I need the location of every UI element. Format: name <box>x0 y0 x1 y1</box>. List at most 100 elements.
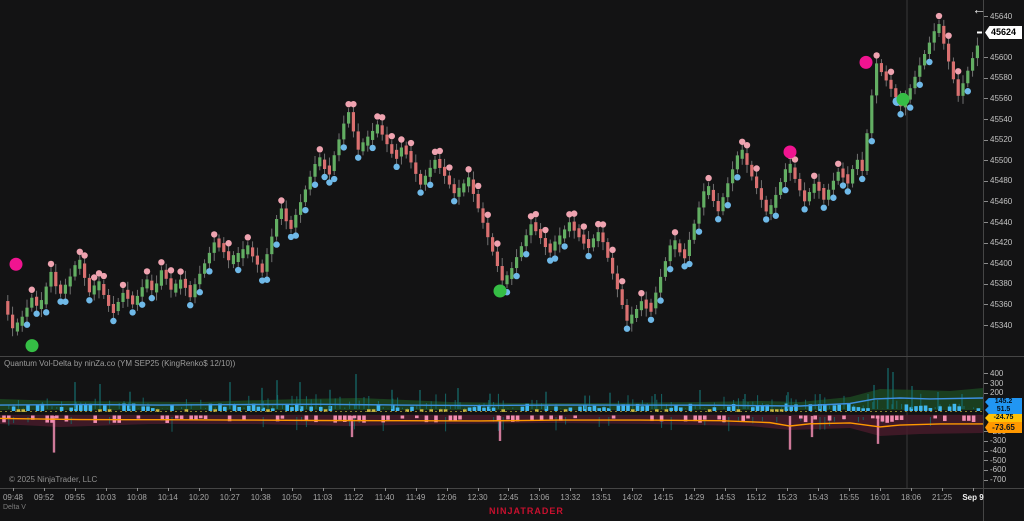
renko-bar <box>323 159 327 169</box>
buy-pressure-dot <box>86 297 93 304</box>
sell-pressure-dot <box>95 270 103 277</box>
sell-pressure-dot <box>609 246 616 254</box>
renko-bar <box>702 191 706 208</box>
buy-pressure-dot <box>148 294 155 302</box>
sell-pressure-dot <box>566 211 573 218</box>
renko-bar <box>313 164 317 177</box>
delta-box-positive <box>674 405 678 411</box>
buy-pressure-dot <box>355 154 362 161</box>
renko-bar <box>827 189 831 200</box>
renko-bar <box>755 176 759 189</box>
buy-pressure-dot <box>585 252 592 260</box>
renko-bar <box>471 179 475 194</box>
sell-pressure-dot <box>345 100 352 108</box>
buy-pressure-dot <box>734 174 741 181</box>
buy-pressure-dot <box>129 309 136 316</box>
renko-bar <box>92 285 96 295</box>
delta-box-positive <box>141 406 145 411</box>
buy-pressure-dot <box>859 175 866 183</box>
indicator-axis-label: -400 <box>990 446 1007 456</box>
delta-box-positive <box>751 407 755 411</box>
delta-box-positive <box>391 404 395 411</box>
delta-box-positive <box>395 407 400 411</box>
price-axis[interactable]: 45624 45640 45600 45580 45560 45540 45520 4550… <box>984 0 1024 521</box>
renko-bar <box>635 308 639 318</box>
price-axis-tick <box>984 283 988 285</box>
delta-box-positive <box>319 406 323 411</box>
price-axis-label: 45520 <box>990 135 1013 145</box>
renko-bar <box>126 289 130 299</box>
buy-pressure-dot <box>647 316 655 323</box>
buy-pressure-dot <box>513 272 520 280</box>
delta-box-negative <box>530 415 534 420</box>
buy-pressure-dot <box>561 243 568 250</box>
delta-box-positive <box>919 405 923 411</box>
buy-pressure-dot <box>830 194 837 201</box>
renko-bar <box>198 273 202 285</box>
delta-box-positive <box>103 405 107 411</box>
sell-pressure-dot <box>743 141 751 149</box>
renko-bar <box>577 228 581 238</box>
renko-bar <box>203 263 207 274</box>
renko-bar <box>145 279 149 289</box>
delta-box-positive <box>597 408 601 411</box>
delta-spike-down <box>350 416 354 438</box>
renko-bar <box>404 145 408 155</box>
delta-box-negative <box>136 415 141 419</box>
delta-box-negative <box>189 415 193 420</box>
chart-canvas[interactable] <box>0 0 983 488</box>
indicator-axis-tick <box>984 479 988 481</box>
price-axis-label: 45400 <box>990 258 1013 268</box>
renko-bar <box>327 165 331 175</box>
indicator-axis-tick <box>984 460 988 462</box>
indicator-value-badge: -73.65 <box>985 422 1022 433</box>
indicator-axis-tick <box>984 469 988 471</box>
renko-bar <box>563 229 567 239</box>
delta-box-negative <box>424 415 429 423</box>
delta-box-negative <box>31 415 35 420</box>
renko-bar <box>395 149 399 159</box>
renko-bar <box>606 242 610 258</box>
renko-bar <box>294 214 298 228</box>
renko-bar <box>860 159 864 171</box>
delta-box-neutral <box>429 409 433 412</box>
indicator-value-badge: 145.2 <box>985 398 1022 406</box>
buy-pressure-dot <box>57 298 64 305</box>
panel-indicator-label: Delta V <box>3 504 26 511</box>
renko-bar <box>49 271 53 287</box>
renko-bar <box>731 169 735 184</box>
delta-box-negative <box>357 415 361 422</box>
last-price-marker <box>977 31 982 34</box>
time-axis-tick <box>787 488 789 491</box>
time-axis-label: 13:32 <box>560 493 581 502</box>
renko-bar <box>620 289 624 305</box>
delta-box-positive <box>290 407 294 411</box>
renko-bar <box>673 240 677 250</box>
buy-pressure-dot <box>547 257 554 264</box>
time-axis[interactable]: 09:48 09:52 09:55 10:03 10:08 10:14 10:20 10:27… <box>0 488 1024 521</box>
renko-bar <box>846 174 850 184</box>
sell-pressure-dot <box>81 252 88 259</box>
delta-box-neutral <box>98 409 102 412</box>
delta-box-negative <box>386 415 390 420</box>
renko-bar <box>63 284 67 294</box>
delta-box-positive <box>640 406 645 411</box>
buy-pressure-dot <box>292 232 299 239</box>
renko-bar <box>44 286 48 305</box>
delta-box-neutral <box>367 409 371 412</box>
panel-divider[interactable] <box>0 356 1024 357</box>
buy-pressure-dot <box>551 255 559 262</box>
renko-bar <box>308 176 312 190</box>
price-axis-label: 45580 <box>990 73 1013 83</box>
price-axis-label: 45380 <box>990 279 1013 289</box>
price-axis-label: 45540 <box>990 114 1013 124</box>
delta-box-neutral <box>266 409 270 412</box>
renko-bar <box>399 147 403 157</box>
delta-box-neutral <box>443 409 448 412</box>
scroll-to-end-arrow-icon[interactable]: ← <box>972 1 986 17</box>
renko-bar <box>774 194 778 208</box>
buy-pressure-dot <box>772 212 779 219</box>
price-axis-tick <box>984 77 988 79</box>
buy-signal-dot <box>896 92 910 106</box>
delta-box-negative <box>515 415 520 422</box>
